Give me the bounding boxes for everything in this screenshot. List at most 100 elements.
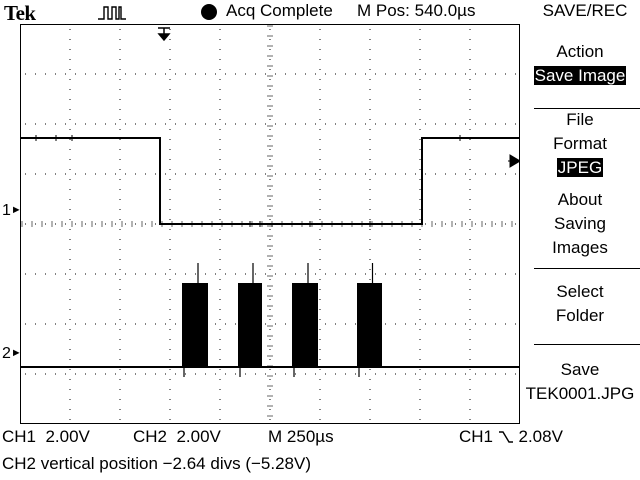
grid-dot bbox=[445, 123, 446, 125]
action-button[interactable]: Action Save Image bbox=[533, 42, 627, 85]
grid-dot bbox=[369, 399, 371, 400]
grid-dot bbox=[469, 209, 471, 210]
grid-dot bbox=[215, 173, 216, 175]
grid-dot bbox=[319, 199, 321, 200]
grid-dot bbox=[295, 373, 296, 375]
grid-dot bbox=[255, 373, 256, 375]
grid-dot bbox=[425, 323, 426, 325]
grid-dot bbox=[335, 323, 336, 325]
save-file-button[interactable]: Save TEK0001.JPG bbox=[525, 360, 635, 403]
grid-dot bbox=[285, 123, 286, 125]
grid-dot bbox=[25, 123, 26, 125]
grid-dot bbox=[119, 269, 121, 270]
grid-dot bbox=[119, 49, 121, 50]
grid-dot bbox=[125, 73, 126, 75]
grid-dot bbox=[25, 73, 26, 75]
grid-dot bbox=[269, 239, 271, 240]
grid-dot bbox=[85, 273, 86, 275]
grid-dot bbox=[169, 259, 171, 260]
grid-dot bbox=[269, 149, 271, 150]
grid-dot bbox=[319, 169, 321, 170]
grid-dot bbox=[319, 329, 321, 330]
grid-dot bbox=[219, 69, 221, 70]
grid-dot bbox=[119, 389, 121, 390]
grid-dot bbox=[269, 39, 271, 40]
grid-dot bbox=[419, 249, 421, 250]
grid-dot bbox=[369, 199, 371, 200]
grid-dot bbox=[305, 73, 306, 75]
grid-dot bbox=[319, 289, 321, 290]
grid-dot bbox=[425, 273, 426, 275]
grid-dot bbox=[455, 273, 456, 275]
grid-dot bbox=[219, 269, 221, 270]
grid-dot bbox=[335, 173, 336, 175]
select-folder-button[interactable]: Select Folder bbox=[555, 282, 605, 325]
grid-dot bbox=[219, 389, 221, 390]
grid-dot bbox=[469, 409, 471, 410]
grid-dot bbox=[469, 39, 471, 40]
grid-dot bbox=[35, 73, 36, 75]
grid-dot bbox=[319, 69, 321, 70]
grid-dot bbox=[269, 389, 271, 390]
grid-dot bbox=[319, 129, 321, 130]
grid-dot bbox=[269, 329, 271, 330]
grid-dot bbox=[45, 323, 46, 325]
grid-dot bbox=[219, 289, 221, 290]
grid-dot bbox=[469, 29, 471, 30]
grid-dot bbox=[345, 323, 346, 325]
grid-dot bbox=[445, 173, 446, 175]
grid-dot bbox=[69, 179, 71, 180]
grid-dot bbox=[465, 73, 466, 75]
grid-dot bbox=[169, 139, 171, 140]
grid-dot bbox=[255, 173, 256, 175]
grid-dot bbox=[175, 373, 176, 375]
grid-dot bbox=[185, 73, 186, 75]
grid-dot bbox=[169, 359, 171, 360]
grid-dot bbox=[215, 373, 216, 375]
grid-dot bbox=[165, 73, 166, 75]
grid-dot bbox=[475, 173, 476, 175]
grid-dot bbox=[69, 339, 71, 340]
grid-dot bbox=[235, 173, 236, 175]
grid-dot bbox=[469, 109, 471, 110]
grid-dot bbox=[369, 169, 371, 170]
grid-dot bbox=[355, 173, 356, 175]
grid-dot bbox=[465, 323, 466, 325]
grid-dot bbox=[219, 279, 221, 280]
grid-dot bbox=[125, 123, 126, 125]
grid-dot bbox=[165, 173, 166, 175]
grid-dot bbox=[419, 229, 421, 230]
grid-dot bbox=[319, 119, 321, 120]
grid-dot bbox=[435, 223, 436, 225]
grid-dot bbox=[325, 273, 326, 275]
grid-dot bbox=[395, 173, 396, 175]
grid-dot bbox=[169, 419, 171, 420]
grid-dot bbox=[219, 249, 221, 250]
grid-dot bbox=[469, 259, 471, 260]
file-format-button[interactable]: File Format JPEG bbox=[553, 110, 607, 177]
grid-dot bbox=[69, 299, 71, 300]
grid-dot bbox=[319, 139, 321, 140]
grid-dot bbox=[219, 159, 221, 160]
trigger-position-marker bbox=[157, 27, 171, 42]
grid-dot bbox=[45, 223, 46, 225]
grid-dot bbox=[69, 219, 71, 220]
grid-dot bbox=[69, 329, 71, 330]
menu-divider bbox=[534, 268, 640, 269]
about-saving-images-button[interactable]: About Saving Images bbox=[552, 190, 608, 257]
grid-dot bbox=[265, 173, 266, 175]
grid-dot bbox=[155, 73, 156, 75]
grid-dot bbox=[425, 223, 426, 225]
grid-dot bbox=[269, 109, 271, 110]
grid-dot bbox=[419, 339, 421, 340]
grid-dot bbox=[169, 279, 171, 280]
grid-dot bbox=[55, 73, 56, 75]
grid-dot bbox=[245, 73, 246, 75]
grid-dot bbox=[469, 219, 471, 220]
grid-dot bbox=[425, 123, 426, 125]
grid-dot bbox=[169, 119, 171, 120]
grid-dot bbox=[275, 273, 276, 275]
grid-dot bbox=[395, 373, 396, 375]
grid-dot bbox=[325, 373, 326, 375]
ch2-scale-readout: CH2 2.00V bbox=[133, 427, 221, 446]
